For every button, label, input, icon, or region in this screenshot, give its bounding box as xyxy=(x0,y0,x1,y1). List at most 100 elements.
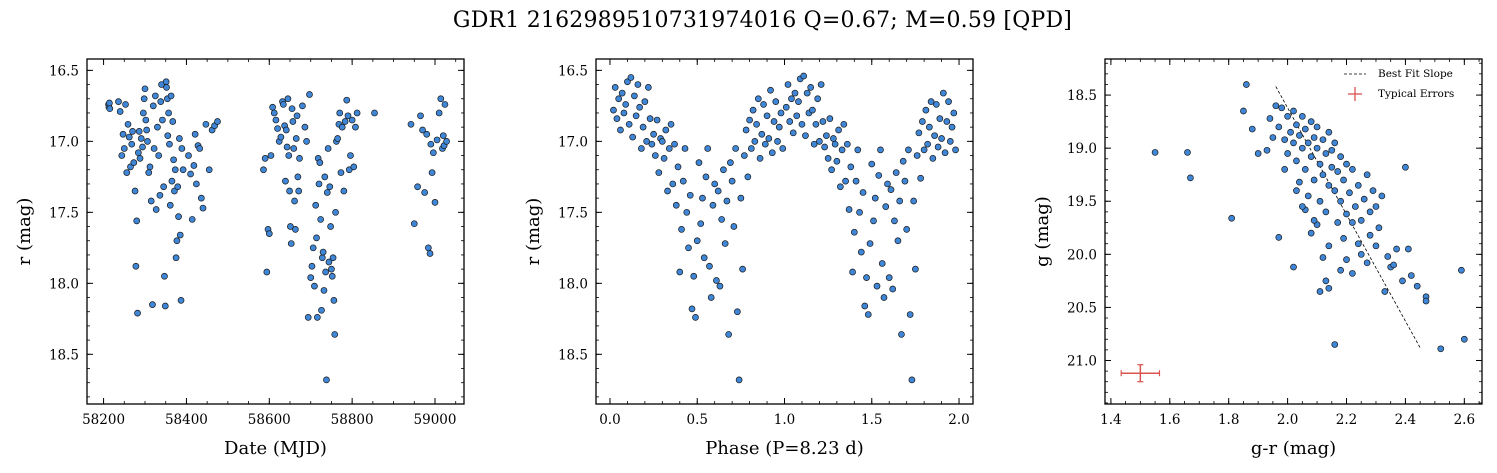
data-point xyxy=(624,78,631,86)
data-point xyxy=(318,306,325,314)
data-point xyxy=(1437,345,1445,353)
data-point xyxy=(294,173,302,181)
data-point xyxy=(193,180,200,188)
data-point xyxy=(425,244,432,252)
legend-entry-typical-errors: Typical Errors xyxy=(1378,88,1454,100)
data-point xyxy=(861,302,869,310)
data-point xyxy=(173,237,181,245)
x-tick-label: 2.2 xyxy=(1336,412,1357,428)
data-point xyxy=(819,118,827,125)
data-point xyxy=(728,177,736,185)
data-point xyxy=(301,123,309,131)
data-point xyxy=(1325,128,1333,136)
color-magnitude-panel: 1.4 1.6 1.8 2.0 2.2 2.4 2.6 18.5 19.0 19.5 20.0 20.… xyxy=(1032,58,1483,459)
y-axis-label: r (mag) xyxy=(523,198,544,266)
data-point xyxy=(800,72,808,80)
data-point xyxy=(1340,176,1347,184)
data-point xyxy=(288,105,296,113)
data-point xyxy=(946,137,954,145)
data-point xyxy=(169,118,177,125)
data-point xyxy=(735,376,743,384)
data-point xyxy=(763,112,771,120)
data-point xyxy=(1322,277,1330,285)
x-tick-label: 0.0 xyxy=(599,412,620,428)
data-point xyxy=(1331,341,1339,348)
data-point xyxy=(645,84,652,91)
data-point xyxy=(1272,102,1280,110)
data-point xyxy=(627,74,635,81)
data-point xyxy=(167,92,175,100)
y-tick-label: 17.0 xyxy=(558,134,588,150)
data-point xyxy=(754,95,762,103)
data-point xyxy=(706,262,713,270)
data-point xyxy=(746,116,753,124)
data-point xyxy=(702,173,710,181)
data-point xyxy=(859,189,867,196)
x-tick-label: 2.4 xyxy=(1395,412,1416,428)
data-point xyxy=(840,120,848,128)
data-point xyxy=(205,166,213,174)
data-point xyxy=(1393,245,1400,253)
data-point xyxy=(1307,153,1315,161)
data-point xyxy=(202,120,210,128)
data-point xyxy=(1331,187,1339,194)
data-point xyxy=(870,217,877,225)
data-point xyxy=(129,128,136,135)
data-point xyxy=(831,140,839,148)
data-point xyxy=(615,95,623,103)
data-point xyxy=(332,208,339,216)
data-point xyxy=(142,116,150,124)
data-point xyxy=(749,106,757,114)
data-point xyxy=(1316,197,1324,205)
data-point xyxy=(646,115,654,122)
data-point xyxy=(1458,266,1465,274)
data-point xyxy=(926,123,933,131)
data-point xyxy=(1290,107,1297,115)
data-point xyxy=(638,145,645,152)
data-point xyxy=(823,132,830,140)
data-point xyxy=(152,206,160,213)
y-tick-label: 21.0 xyxy=(1067,353,1097,369)
data-point xyxy=(130,159,138,166)
data-point xyxy=(133,217,141,225)
data-point xyxy=(873,282,881,290)
data-point xyxy=(154,123,161,131)
x-tick-label: 59000 xyxy=(414,412,457,428)
data-point xyxy=(285,152,293,159)
data-point xyxy=(725,331,732,338)
data-point xyxy=(674,163,682,171)
data-point xyxy=(1363,259,1371,267)
data-point xyxy=(118,152,126,159)
data-point xyxy=(328,272,336,280)
data-point xyxy=(135,128,143,135)
data-point xyxy=(1322,150,1330,157)
data-point xyxy=(929,155,937,162)
data-point xyxy=(286,187,293,195)
data-point xyxy=(1343,160,1350,168)
data-point xyxy=(864,311,872,318)
data-point xyxy=(788,95,795,103)
data-point xyxy=(163,84,170,91)
data-point xyxy=(810,140,818,148)
x-tick-label: 1.8 xyxy=(1218,412,1239,428)
data-point xyxy=(709,201,717,209)
data-point xyxy=(655,169,663,176)
data-point xyxy=(1354,240,1362,248)
data-point xyxy=(139,143,146,151)
data-point xyxy=(1254,150,1262,157)
data-point xyxy=(611,84,619,91)
data-point xyxy=(875,172,883,179)
data-point xyxy=(134,309,141,317)
data-point xyxy=(1334,219,1342,226)
data-point xyxy=(421,189,428,196)
data-point xyxy=(284,95,292,103)
y-tick-label: 17.0 xyxy=(49,134,79,150)
data-point xyxy=(821,143,828,151)
data-point xyxy=(802,132,809,140)
data-point xyxy=(1407,272,1415,279)
data-point xyxy=(146,163,154,171)
data-point xyxy=(711,180,719,188)
y-tick-label: 18.0 xyxy=(49,276,79,292)
data-point xyxy=(291,197,298,205)
